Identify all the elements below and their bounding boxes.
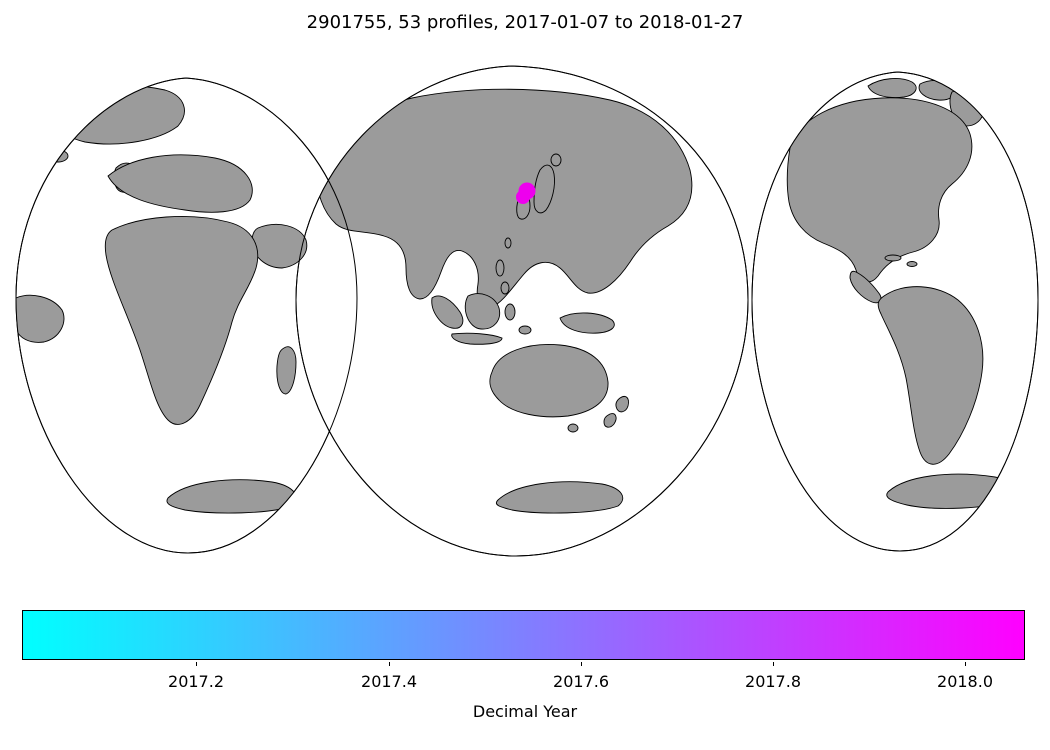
landmass-south-america [877, 286, 984, 465]
landmass-hispaniola [906, 261, 918, 267]
landmass-new-guinea [559, 312, 615, 334]
landmass-taiwan [504, 237, 512, 249]
landmass-south-america-sliver [16, 294, 65, 343]
landmass-sumatra [431, 295, 464, 329]
landmass-hokkaido [550, 153, 562, 167]
landmass-tasmania [567, 423, 579, 433]
landmass-europe [107, 154, 253, 213]
landmass-asia [316, 88, 693, 308]
landmass-arabia [251, 224, 308, 269]
colorbar-gradient [22, 610, 1025, 660]
landmass-madagascar [276, 346, 297, 395]
figure-title: 2901755, 53 profiles, 2017-01-07 to 2018… [306, 12, 744, 33]
map-boundary-right [751, 71, 1039, 552]
profile-marker [516, 190, 530, 204]
colorbar-tick-mark [196, 662, 197, 666]
colorbar-tick-label: 2017.4 [361, 672, 417, 691]
colorbar-tick-label: 2017.6 [553, 672, 609, 691]
colorbar-tick-mark [965, 662, 966, 666]
landmass-arctic-island-1 [867, 78, 917, 98]
landmass-lesser-sunda [518, 325, 532, 335]
colorbar-tick-mark [389, 662, 390, 666]
landmass-philippines-south [500, 281, 510, 295]
landmass-group-middle [316, 88, 693, 514]
landmass-australia [489, 344, 609, 418]
colorbar-tick-mark [773, 662, 774, 666]
landmass-sulawesi [504, 303, 516, 321]
landmass-africa [104, 216, 259, 425]
landmass-java [451, 332, 503, 345]
colorbar-tick-mark [581, 662, 582, 666]
landmass-borneo [464, 293, 501, 330]
colorbar-axis-label: Decimal Year [472, 702, 578, 721]
landmass-new-zealand-north [615, 395, 629, 413]
colorbar-tick-label: 2017.8 [745, 672, 801, 691]
landmass-philippines-north [495, 259, 505, 277]
map-boundary-left [15, 77, 358, 554]
colorbar-tick-label: 2018.0 [937, 672, 993, 691]
colorbar-tick-label: 2017.2 [168, 672, 224, 691]
landmass-antarctica-middle [495, 481, 624, 514]
landmass-group-right [786, 78, 1016, 509]
landmass-cuba [884, 254, 902, 262]
landmass-new-zealand-south [603, 413, 617, 428]
landmass-north-america [786, 97, 973, 283]
map-boundary-middle [295, 65, 749, 557]
landmass-central-america [849, 270, 882, 304]
